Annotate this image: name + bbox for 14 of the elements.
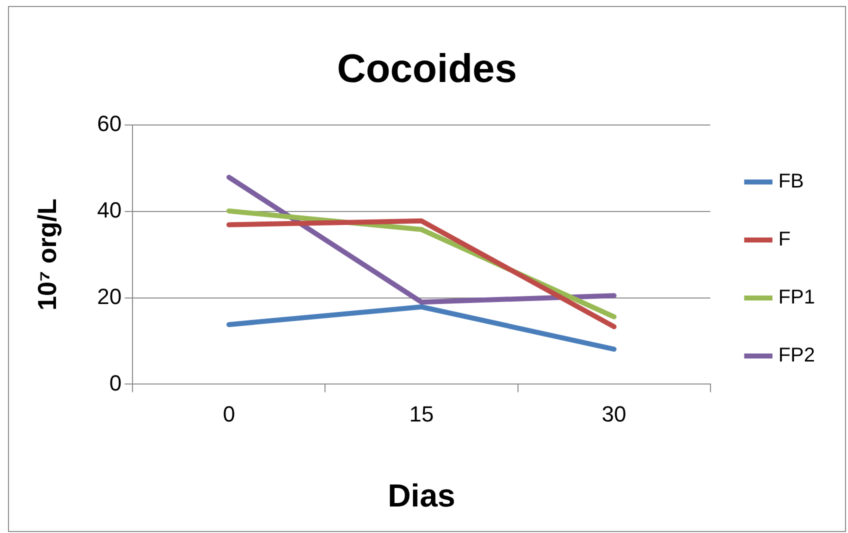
x-tick-label: 0 — [222, 401, 236, 426]
legend-label: F — [778, 228, 791, 251]
y-tick-label: 60 — [97, 111, 122, 136]
chart-title: Cocoides — [336, 47, 518, 92]
legend-label: FP2 — [778, 344, 816, 367]
y-tick-label: 20 — [97, 284, 122, 309]
y-axis-title: 10⁷ org/L — [32, 198, 62, 311]
legend-label: FB — [778, 170, 804, 193]
y-tick-label: 40 — [97, 197, 122, 222]
y-tick-label: 0 — [109, 370, 122, 396]
x-tick-label: 30 — [602, 401, 626, 426]
legend-label: FP1 — [778, 286, 816, 309]
x-axis-title: Dias — [388, 478, 456, 514]
x-tick-label: 15 — [409, 401, 434, 426]
